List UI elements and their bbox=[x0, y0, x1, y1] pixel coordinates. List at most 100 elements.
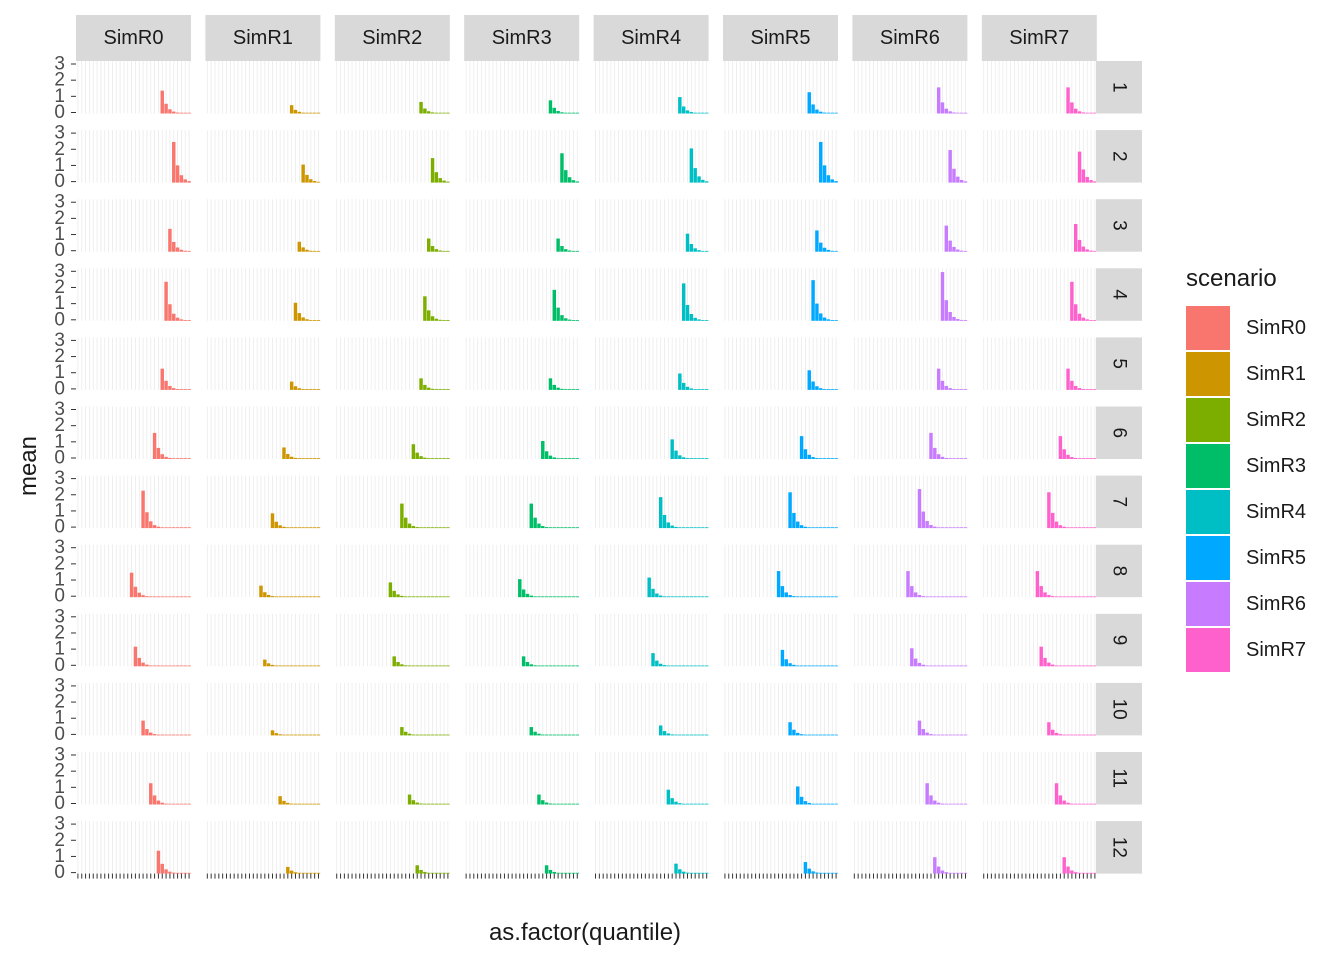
bar bbox=[427, 458, 431, 459]
facet-panel bbox=[723, 406, 838, 459]
y-tick-label: 2 bbox=[54, 346, 65, 367]
bar bbox=[936, 368, 941, 390]
bar bbox=[430, 158, 435, 183]
bar bbox=[952, 389, 956, 390]
bar bbox=[944, 872, 949, 874]
bar bbox=[952, 596, 956, 598]
bar bbox=[312, 527, 317, 529]
panel-background bbox=[981, 682, 1097, 736]
bar bbox=[297, 596, 302, 598]
bar bbox=[1093, 872, 1097, 874]
bar bbox=[936, 734, 941, 736]
legend-key bbox=[1186, 306, 1230, 350]
bar bbox=[556, 307, 560, 321]
bar bbox=[548, 455, 553, 459]
bar bbox=[834, 596, 838, 598]
bar bbox=[666, 522, 671, 529]
bar bbox=[822, 317, 827, 321]
panel-background bbox=[334, 61, 450, 114]
bar bbox=[175, 596, 180, 598]
bar bbox=[1077, 151, 1082, 183]
bar bbox=[819, 872, 823, 874]
facet-panel bbox=[981, 337, 1097, 390]
bar bbox=[430, 246, 435, 252]
bar bbox=[427, 872, 431, 874]
bar bbox=[297, 111, 302, 114]
panel-background bbox=[464, 61, 580, 114]
bar bbox=[179, 249, 184, 252]
bar bbox=[434, 112, 439, 114]
bar bbox=[183, 734, 187, 736]
bar bbox=[815, 230, 819, 252]
bar bbox=[796, 786, 800, 805]
bar bbox=[1070, 380, 1074, 390]
bar bbox=[1058, 596, 1063, 598]
bar bbox=[933, 734, 937, 736]
y-tick-label: 1 bbox=[54, 846, 65, 867]
bar bbox=[689, 148, 694, 183]
bar bbox=[936, 527, 941, 529]
bar bbox=[575, 320, 579, 321]
row-strip bbox=[1096, 821, 1142, 874]
bar bbox=[278, 734, 282, 736]
bar bbox=[952, 168, 956, 183]
bar bbox=[312, 320, 317, 321]
bar bbox=[822, 734, 827, 736]
legend-label: SimR2 bbox=[1246, 409, 1306, 431]
row-strip-label: 4 bbox=[1109, 289, 1130, 300]
y-tick-label: 1 bbox=[54, 431, 65, 452]
bar bbox=[1058, 734, 1063, 736]
bar bbox=[1093, 181, 1097, 183]
bar bbox=[1089, 596, 1093, 598]
bar bbox=[693, 317, 697, 321]
bar bbox=[286, 454, 290, 459]
x-axis-title: as.factor(quantile) bbox=[489, 919, 681, 946]
panel-background bbox=[981, 406, 1097, 459]
bar bbox=[670, 734, 674, 736]
bar bbox=[1066, 527, 1070, 529]
panel-background bbox=[723, 130, 838, 183]
bar bbox=[811, 596, 815, 598]
bar bbox=[552, 527, 556, 529]
bar bbox=[1081, 872, 1086, 874]
x-axis-layer bbox=[77, 873, 1096, 879]
bar bbox=[438, 665, 442, 667]
bar bbox=[560, 527, 564, 529]
bar bbox=[959, 112, 964, 114]
bar bbox=[521, 656, 526, 667]
bar bbox=[776, 571, 781, 598]
panel-background bbox=[981, 337, 1097, 390]
bar bbox=[392, 656, 396, 667]
bar bbox=[948, 596, 952, 598]
bar bbox=[685, 233, 690, 252]
facet-panel bbox=[593, 821, 709, 874]
column-strip bbox=[334, 15, 450, 61]
bar bbox=[274, 665, 279, 667]
bar bbox=[689, 388, 694, 390]
y-tick-label: 0 bbox=[54, 309, 65, 330]
bar bbox=[297, 388, 302, 390]
bar bbox=[430, 388, 435, 390]
bar bbox=[263, 659, 267, 667]
facet-panel bbox=[852, 613, 968, 667]
facet-panel bbox=[593, 613, 709, 667]
bar bbox=[297, 734, 302, 736]
bar bbox=[560, 388, 564, 390]
bar bbox=[301, 596, 305, 598]
bar bbox=[959, 179, 964, 183]
bar bbox=[1085, 112, 1089, 114]
bar bbox=[411, 734, 416, 736]
bar bbox=[183, 596, 187, 598]
panel-background bbox=[593, 475, 709, 529]
bar bbox=[411, 596, 416, 598]
bar bbox=[1089, 389, 1093, 390]
bar bbox=[1039, 586, 1043, 598]
facet-panel bbox=[723, 61, 838, 114]
bar bbox=[678, 455, 682, 459]
bar bbox=[172, 111, 176, 114]
bar bbox=[803, 596, 808, 598]
bar bbox=[685, 734, 690, 736]
bar bbox=[678, 97, 682, 114]
facet-panel bbox=[723, 821, 838, 874]
bar bbox=[571, 250, 576, 252]
